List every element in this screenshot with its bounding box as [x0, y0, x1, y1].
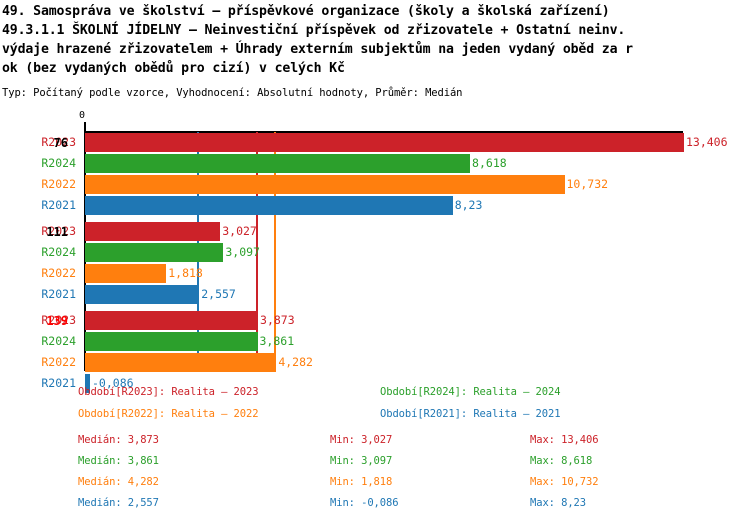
bar-row: R2024 8,618	[0, 154, 750, 173]
stat-max: Max: 8,23	[530, 497, 586, 509]
stat-median: Medián: 4,282	[78, 476, 159, 488]
median-gridline-r2023	[256, 132, 259, 371]
group-label-76: 76	[53, 136, 68, 150]
bar-series-label-r2024: R2024	[41, 334, 76, 348]
bar-row: R2023 3,027	[0, 222, 750, 241]
bar-r2022[interactable]	[85, 264, 167, 283]
bar-row: R2023 13,406	[0, 133, 750, 152]
stat-min: Min: 1,818	[330, 476, 393, 488]
bar-series-label-r2024: R2024	[41, 156, 76, 170]
bar-value-label: 4,282	[278, 355, 313, 369]
stat-median: Medián: 3,873	[78, 434, 159, 446]
bar-series-label-r2021: R2021	[41, 376, 76, 390]
axis-zero-label: 0	[79, 110, 86, 121]
axis-top-rule	[84, 131, 683, 133]
bar-value-label: 13,406	[685, 135, 728, 149]
bar-r2022[interactable]	[85, 353, 277, 372]
group-label-139: 139	[46, 314, 68, 328]
bar-value-label: 3,861	[259, 334, 295, 348]
bar-series-label-r2022: R2022	[41, 355, 76, 369]
bar-value-label: 3,027	[222, 224, 257, 238]
bar-r2022[interactable]	[85, 175, 565, 194]
bar-row: R2023 3,873	[0, 311, 750, 330]
chart-legend: Období[R2023]: Realita – 2023 Období[R202…	[0, 384, 750, 420]
bar-series-label-r2023: R2023	[41, 135, 76, 149]
bar-r2021[interactable]	[85, 374, 90, 393]
chart-stats-table: Medián: 3,873 Min: 3,027 Max: 13,406 Medián…	[0, 432, 750, 516]
stat-max: Max: 10,732	[530, 476, 599, 488]
stat-median: Medián: 2,557	[78, 497, 159, 509]
chart-title-block: 49. Samospráva ve školství – příspěvkové…	[2, 2, 748, 78]
bar-r2023[interactable]	[85, 133, 684, 152]
legend-item[interactable]: Období[R2022]: Realita – 2022	[78, 408, 259, 420]
bar-value-label: 3,097	[225, 245, 260, 259]
bar-series-label-r2022: R2022	[41, 177, 76, 191]
chart-title-line-3: výdaje hrazené zřizovatelem + Úhrady ext…	[2, 42, 633, 57]
bar-r2021[interactable]	[85, 196, 453, 215]
stat-max: Max: 8,618	[530, 455, 593, 467]
bar-r2024[interactable]	[85, 154, 471, 173]
bar-row: R2024 3,097	[0, 243, 750, 262]
bar-row: R2022 1,818	[0, 264, 750, 283]
bar-row: R2022 10,732	[0, 175, 750, 194]
legend-item[interactable]: Období[R2023]: Realita – 2023	[78, 386, 259, 398]
stat-median: Medián: 3,861	[78, 455, 159, 467]
bar-series-label-r2023: R2023	[41, 224, 76, 238]
chart-title-line-1: 49. Samospráva ve školství – příspěvkové…	[2, 4, 610, 19]
bar-series-label-r2022: R2022	[41, 266, 76, 280]
bar-r2021[interactable]	[85, 285, 200, 304]
stat-min: Min: -0,086	[330, 497, 399, 509]
bar-series-label-r2023: R2023	[41, 313, 76, 327]
median-gridline-r2022	[274, 132, 277, 371]
bar-series-label-r2021: R2021	[41, 198, 76, 212]
legend-item[interactable]: Období[R2021]: Realita – 2021	[380, 408, 561, 420]
bar-series-label-r2021: R2021	[41, 287, 76, 301]
bar-row: R2021 2,557	[0, 285, 750, 304]
stat-min: Min: 3,097	[330, 455, 393, 467]
bar-value-label: -0,086	[92, 376, 134, 390]
chart-title-line-4: ok (bez vydaných obědů pro cizí) v celýc…	[2, 61, 345, 76]
bar-r2023[interactable]	[85, 311, 259, 330]
bar-row: R2022 4,282	[0, 353, 750, 372]
bar-row: R2024 3,861	[0, 332, 750, 351]
chart-subtitle: Typ: Počítaný podle vzorce, Vyhodnocení:…	[2, 87, 463, 99]
bar-r2024[interactable]	[85, 332, 258, 351]
bar-r2023[interactable]	[85, 222, 221, 241]
bar-value-label: 10,732	[566, 177, 609, 191]
bar-row: R2021 8,23	[0, 196, 750, 215]
group-label-111: 111	[46, 225, 68, 239]
bar-series-label-r2024: R2024	[41, 245, 76, 259]
bar-value-label: 8,23	[454, 198, 483, 212]
bar-value-label: 1,818	[168, 266, 203, 280]
legend-item[interactable]: Období[R2024]: Realita – 2024	[380, 386, 561, 398]
chart-plot-area: 0 R2023 13,406 R2024 8,618 R2022 10,732 R2021 8…	[0, 110, 750, 393]
bar-r2024[interactable]	[85, 243, 224, 262]
bar-value-label: 8,618	[472, 156, 507, 170]
chart-title-line-2: 49.3.1.1 ŠKOLNÍ JÍDELNY – Neinvestiční p…	[2, 23, 626, 38]
bar-value-label: 3,873	[260, 313, 295, 327]
stat-max: Max: 13,406	[530, 434, 599, 446]
stat-min: Min: 3,027	[330, 434, 393, 446]
bar-value-label: 2,557	[201, 287, 236, 301]
bar-row: R2021 -0,086	[0, 374, 750, 393]
